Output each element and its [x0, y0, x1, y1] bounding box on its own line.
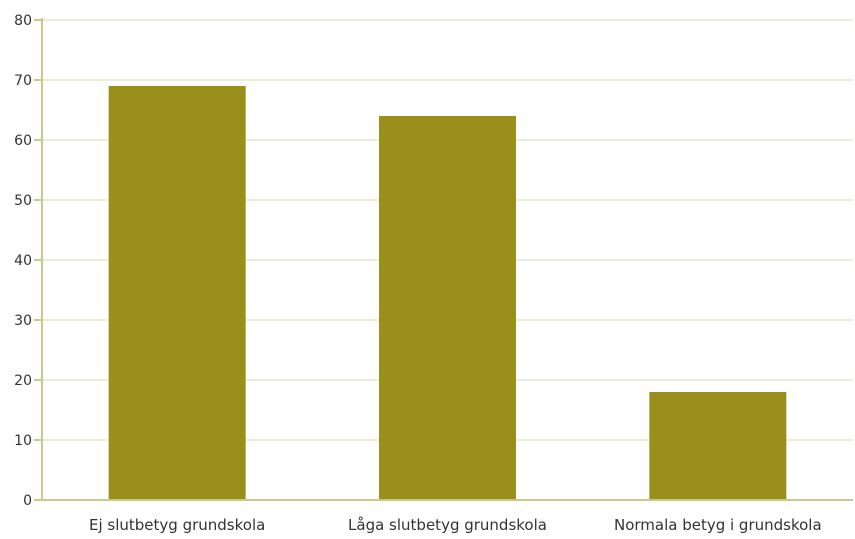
y-tick-label: 40 [14, 253, 32, 269]
y-tick-label: 30 [14, 313, 32, 329]
y-tick-label: 20 [14, 373, 32, 389]
y-tick-label: 60 [14, 133, 32, 149]
axes [34, 18, 853, 501]
x-tick-labels: Ej slutbetyg grundskola Låga slutbetyg gr… [89, 516, 822, 534]
bars [108, 86, 787, 500]
y-tick-label: 10 [14, 433, 32, 449]
y-tick-label: 50 [14, 193, 32, 209]
x-tick-label: Låga slutbetyg grundskola [348, 516, 547, 534]
bar [649, 392, 787, 500]
y-tick-label: 80 [14, 13, 32, 29]
y-tick-label: 70 [14, 73, 32, 89]
y-tick-labels: 0 10 20 30 40 50 60 70 80 [14, 13, 32, 509]
x-tick-label: Normala betyg i grundskola [614, 516, 822, 534]
bar [379, 116, 516, 500]
bar [108, 86, 246, 500]
x-tick-label: Ej slutbetyg grundskola [89, 516, 265, 534]
y-tick-label: 0 [23, 493, 32, 509]
